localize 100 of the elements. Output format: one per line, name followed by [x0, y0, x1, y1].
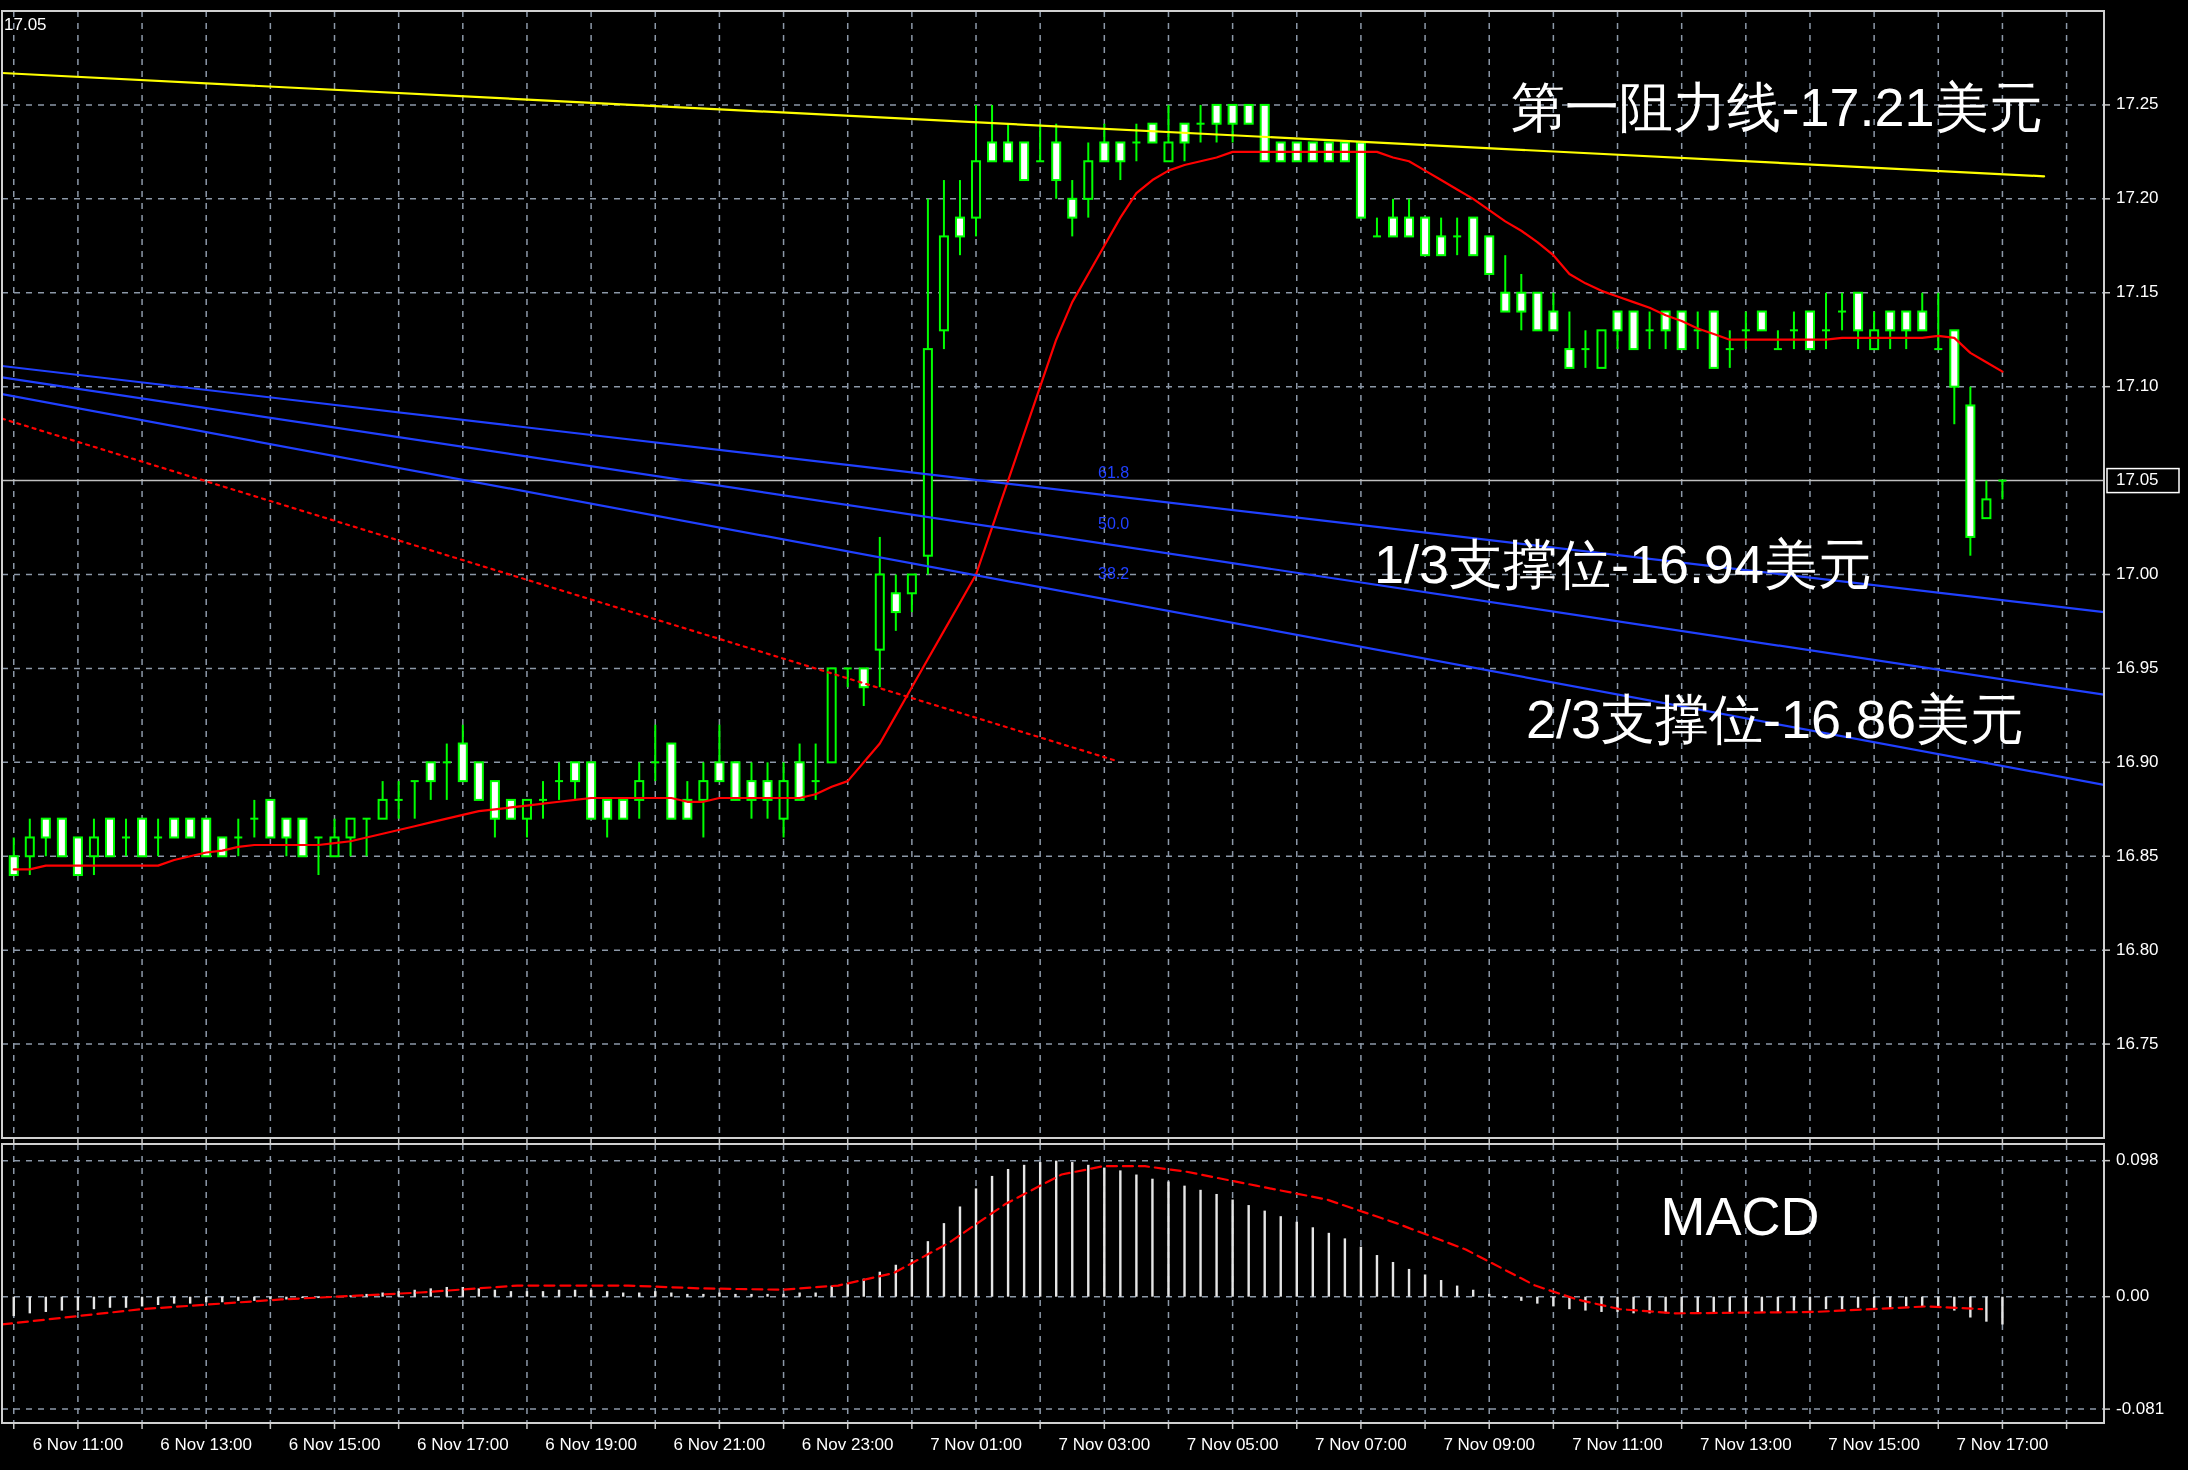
bar [429, 1288, 432, 1297]
candlestick [1981, 479, 1992, 520]
bar [1680, 1296, 1683, 1314]
candlestick [1869, 310, 1880, 351]
x-tick-label: 6 Nov 15:00 [288, 1435, 381, 1454]
candlestick [1516, 272, 1527, 332]
y-tick-label: 16.85 [2116, 845, 2159, 865]
bar [1119, 1170, 1122, 1297]
candlestick [1580, 329, 1591, 369]
candlestick [88, 817, 99, 877]
candlestick [409, 780, 420, 820]
candlestick [185, 817, 196, 839]
bar [1568, 1296, 1571, 1310]
candlestick [906, 573, 917, 614]
candlestick [698, 761, 709, 839]
candlestick [249, 798, 260, 839]
x-tick-label: 6 Nov 13:00 [160, 1435, 253, 1454]
bar [1536, 1296, 1539, 1304]
candlestick [1323, 141, 1334, 163]
candlestick [1548, 291, 1559, 332]
candlestick [40, 817, 51, 858]
candlestick [1275, 141, 1286, 163]
bar [1199, 1189, 1202, 1297]
x-tick-label: 7 Nov 05:00 [1186, 1435, 1279, 1454]
bar [1135, 1174, 1138, 1297]
candlestick [425, 761, 436, 801]
candlestick [393, 780, 404, 820]
candlestick [233, 817, 244, 858]
candlestick [1452, 216, 1463, 257]
annotation: 17.05 [4, 15, 47, 35]
x-tick-label: 6 Nov 21:00 [673, 1435, 766, 1454]
candlestick [1917, 291, 1928, 332]
candlestick [987, 103, 998, 163]
bar [1552, 1296, 1555, 1307]
bar [1103, 1167, 1106, 1297]
bar [365, 1293, 368, 1297]
bar [766, 1293, 769, 1297]
bar [605, 1291, 609, 1297]
candlestick [1788, 310, 1799, 351]
candlestick [762, 761, 773, 820]
x-tick-label: 6 Nov 11:00 [32, 1435, 124, 1454]
candlestick [537, 780, 549, 820]
candlestick [345, 817, 356, 858]
candlestick [361, 817, 372, 858]
y-tick-label: 17.25 [2116, 94, 2159, 114]
bar [1183, 1185, 1186, 1297]
y-tick-label: 16.80 [2116, 939, 2159, 959]
bar [1215, 1193, 1218, 1297]
candlestick [954, 179, 965, 257]
bar [702, 1293, 705, 1297]
candlestick [1724, 329, 1735, 369]
candlestick [1307, 141, 1318, 163]
candlestick [618, 798, 629, 820]
y-tick-label: 0.00 [2116, 1286, 2150, 1306]
candlestick [554, 761, 565, 801]
candlestick [1099, 122, 1110, 163]
bar [509, 1291, 513, 1297]
candlestick [1115, 141, 1126, 182]
candlestick [1436, 216, 1447, 257]
annotation: MACD [1660, 1186, 1820, 1247]
candlestick [1997, 479, 2008, 501]
candlestick [169, 817, 180, 839]
y-tick-label: 17.00 [2116, 563, 2159, 583]
candlestick [810, 742, 821, 801]
bar [798, 1292, 801, 1297]
y-tick-label: -0.081 [2116, 1398, 2165, 1418]
y-tick-label: 16.90 [2116, 751, 2159, 771]
bar [686, 1293, 689, 1297]
candlestick [1371, 216, 1382, 238]
y-tick-label: 16.95 [2116, 657, 2159, 677]
x-tick-label: 7 Nov 15:00 [1828, 1435, 1920, 1454]
candlestick [890, 573, 901, 632]
candlestick [650, 723, 661, 783]
bar [718, 1292, 721, 1297]
x-tick-label: 7 Nov 13:00 [1699, 1435, 1792, 1454]
candlestick [1291, 141, 1302, 163]
candlestick [313, 836, 324, 877]
bar [1664, 1296, 1667, 1314]
x-tick-label: 6 Nov 23:00 [801, 1435, 894, 1454]
x-tick-label: 6 Nov 17:00 [416, 1435, 509, 1454]
bar [1151, 1178, 1154, 1297]
x-tick-label: 7 Nov 03:00 [1058, 1435, 1151, 1454]
candlestick [1163, 103, 1174, 163]
candlestick [1067, 179, 1078, 238]
candlestick [377, 780, 388, 820]
candlestick [1612, 310, 1623, 351]
annotation: 38.2 [1098, 565, 1130, 583]
bar [397, 1291, 400, 1297]
candlestick [1227, 103, 1238, 144]
candlestick [1901, 310, 1912, 351]
bar [750, 1293, 753, 1297]
y-tick-label: 17.20 [2116, 188, 2159, 208]
x-tick-label: 6 Nov 19:00 [545, 1435, 637, 1454]
bar [1985, 1296, 1988, 1322]
candlestick [602, 798, 613, 839]
x-tick-label: 7 Nov 07:00 [1315, 1435, 1407, 1454]
candlestick [842, 667, 853, 689]
candlestick [121, 817, 132, 858]
bar [734, 1293, 737, 1297]
candlestick [570, 761, 581, 801]
